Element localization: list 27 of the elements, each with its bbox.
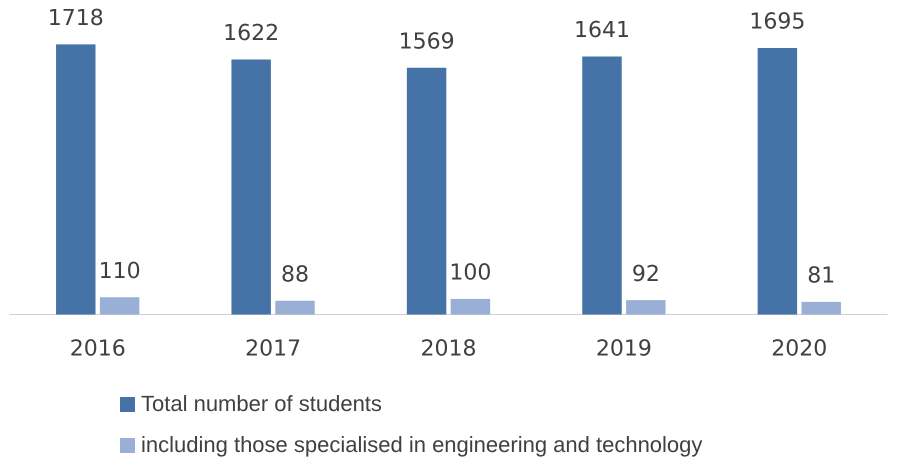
x-tick-label: 2016	[70, 336, 126, 362]
data-label: 1622	[223, 21, 280, 46]
x-tick-label: 2020	[771, 336, 828, 362]
data-label: 81	[807, 264, 836, 289]
x-tick-label: 2019	[596, 336, 652, 362]
data-label: 88	[281, 262, 310, 288]
data-label: 92	[632, 262, 660, 287]
x-tick-label: 2017	[245, 336, 302, 362]
data-label: 1718	[48, 6, 104, 32]
bar	[100, 297, 140, 315]
bar	[450, 298, 490, 315]
bar	[275, 300, 315, 315]
bar	[406, 68, 446, 315]
data-label: 110	[98, 259, 141, 284]
data-label: 1695	[749, 10, 806, 35]
bar	[801, 302, 841, 315]
data-label: 1569	[398, 30, 455, 55]
bar	[56, 44, 96, 315]
bar	[231, 59, 271, 315]
x-tick-label: 2018	[420, 336, 476, 362]
legend-label: including those specialised in engineering and technology	[141, 432, 702, 458]
bar	[582, 56, 622, 315]
data-label: 100	[449, 260, 492, 286]
bar	[758, 48, 798, 315]
data-label: 1641	[574, 18, 630, 44]
bar	[626, 300, 666, 315]
legend-label: Total number of students	[141, 391, 382, 417]
